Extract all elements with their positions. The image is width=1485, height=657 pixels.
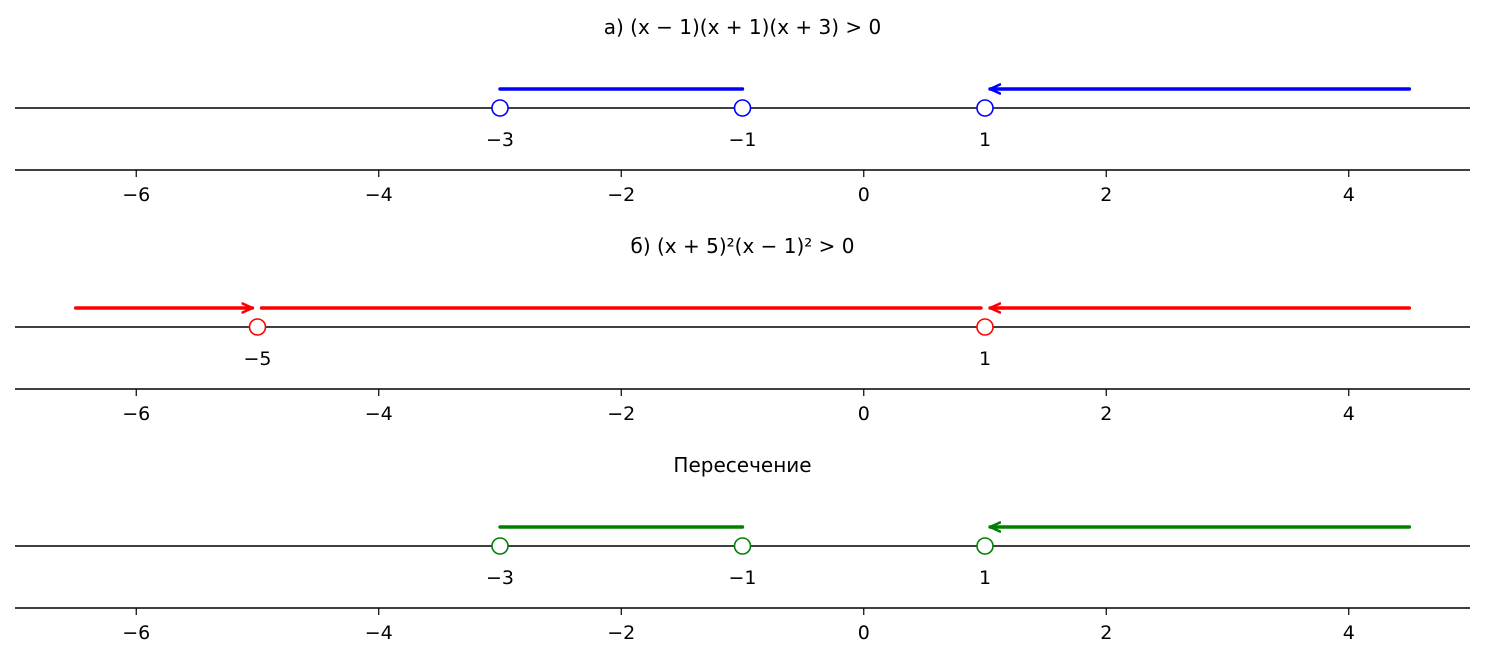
x-tick-label: −6 (122, 403, 150, 425)
panel-2: б) (x + 5)²(x − 1)² > 0 −5 1 −6 −4 −2 0 2 4 (15, 234, 1470, 425)
x-tick-label: 4 (1343, 184, 1355, 206)
critical-point-1 (491, 99, 509, 117)
point-label: −5 (243, 348, 271, 370)
point-label: −1 (728, 129, 756, 151)
title-prefix: Пересечение (673, 453, 811, 477)
x-tick-label: −4 (365, 403, 393, 425)
panel-title: Пересечение (673, 453, 811, 477)
point-label: 1 (979, 348, 991, 370)
x-tick-label: −6 (122, 184, 150, 206)
x-tick-label: 0 (858, 622, 870, 644)
panel-title: б) (x + 5)²(x − 1)² > 0 (630, 234, 854, 258)
critical-point-1 (491, 537, 509, 555)
point-label: −1 (728, 567, 756, 589)
x-tick-label: 4 (1343, 403, 1355, 425)
critical-point-3 (976, 537, 994, 555)
panel-1: а) (x − 1)(x + 1)(x + 3) > 0 −3 −1 1 −6 −4 −2 0… (15, 15, 1470, 206)
x-tick-label: −4 (365, 184, 393, 206)
x-tick-label: −2 (607, 622, 635, 644)
critical-point-2 (733, 537, 752, 555)
x-tick-label: 2 (1100, 622, 1112, 644)
point-label: 1 (979, 129, 991, 151)
panel-3: Пересечение −3 −1 1 −6 −4 −2 0 2 4 (15, 453, 1470, 644)
title-prefix: б) (630, 234, 650, 258)
point-label: 1 (979, 567, 991, 589)
x-tick-label: −6 (122, 622, 150, 644)
x-tick-label: −2 (607, 403, 635, 425)
point-label: −3 (486, 129, 514, 151)
x-tick-label: 0 (858, 403, 870, 425)
x-tick-label: 0 (858, 184, 870, 206)
point-label: −3 (486, 567, 514, 589)
panels: а) (x − 1)(x + 1)(x + 3) > 0 −3 −1 1 −6 −4 −2 0… (15, 15, 1470, 644)
title-prefix: а) (604, 15, 624, 39)
title-expression: (x − 1)(x + 1)(x + 3) > 0 (624, 15, 881, 39)
panel-title: а) (x − 1)(x + 1)(x + 3) > 0 (604, 15, 882, 39)
critical-point-3 (976, 99, 994, 117)
critical-point-2 (733, 99, 752, 117)
x-tick-label: 2 (1100, 184, 1112, 206)
x-tick-label: 4 (1343, 622, 1355, 644)
critical-point-2 (976, 318, 994, 336)
title-expression: (x + 5)²(x − 1)² > 0 (651, 234, 855, 258)
x-tick-label: −4 (365, 622, 393, 644)
x-tick-label: −2 (607, 184, 635, 206)
critical-point-1 (248, 318, 267, 336)
x-tick-label: 2 (1100, 403, 1112, 425)
